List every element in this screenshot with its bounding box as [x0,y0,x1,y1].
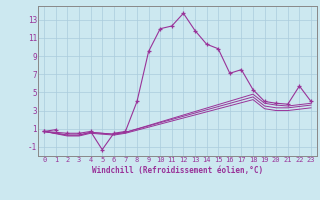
X-axis label: Windchill (Refroidissement éolien,°C): Windchill (Refroidissement éolien,°C) [92,166,263,175]
